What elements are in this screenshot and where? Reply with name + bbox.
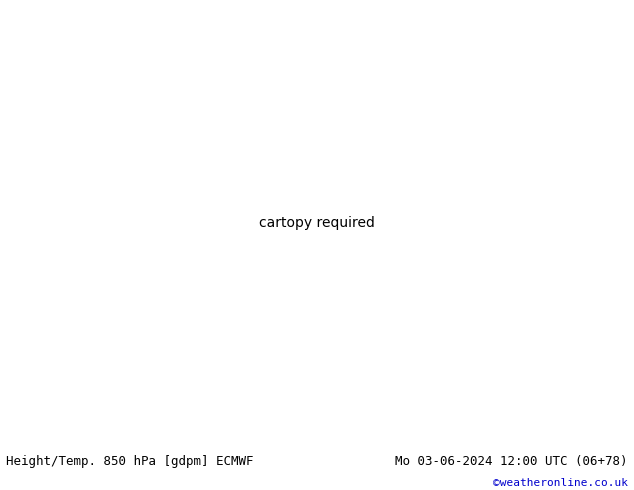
Text: ©weatheronline.co.uk: ©weatheronline.co.uk — [493, 478, 628, 489]
Text: Mo 03-06-2024 12:00 UTC (06+78): Mo 03-06-2024 12:00 UTC (06+78) — [395, 455, 628, 468]
Text: cartopy required: cartopy required — [259, 216, 375, 230]
Text: Height/Temp. 850 hPa [gdpm] ECMWF: Height/Temp. 850 hPa [gdpm] ECMWF — [6, 455, 254, 468]
